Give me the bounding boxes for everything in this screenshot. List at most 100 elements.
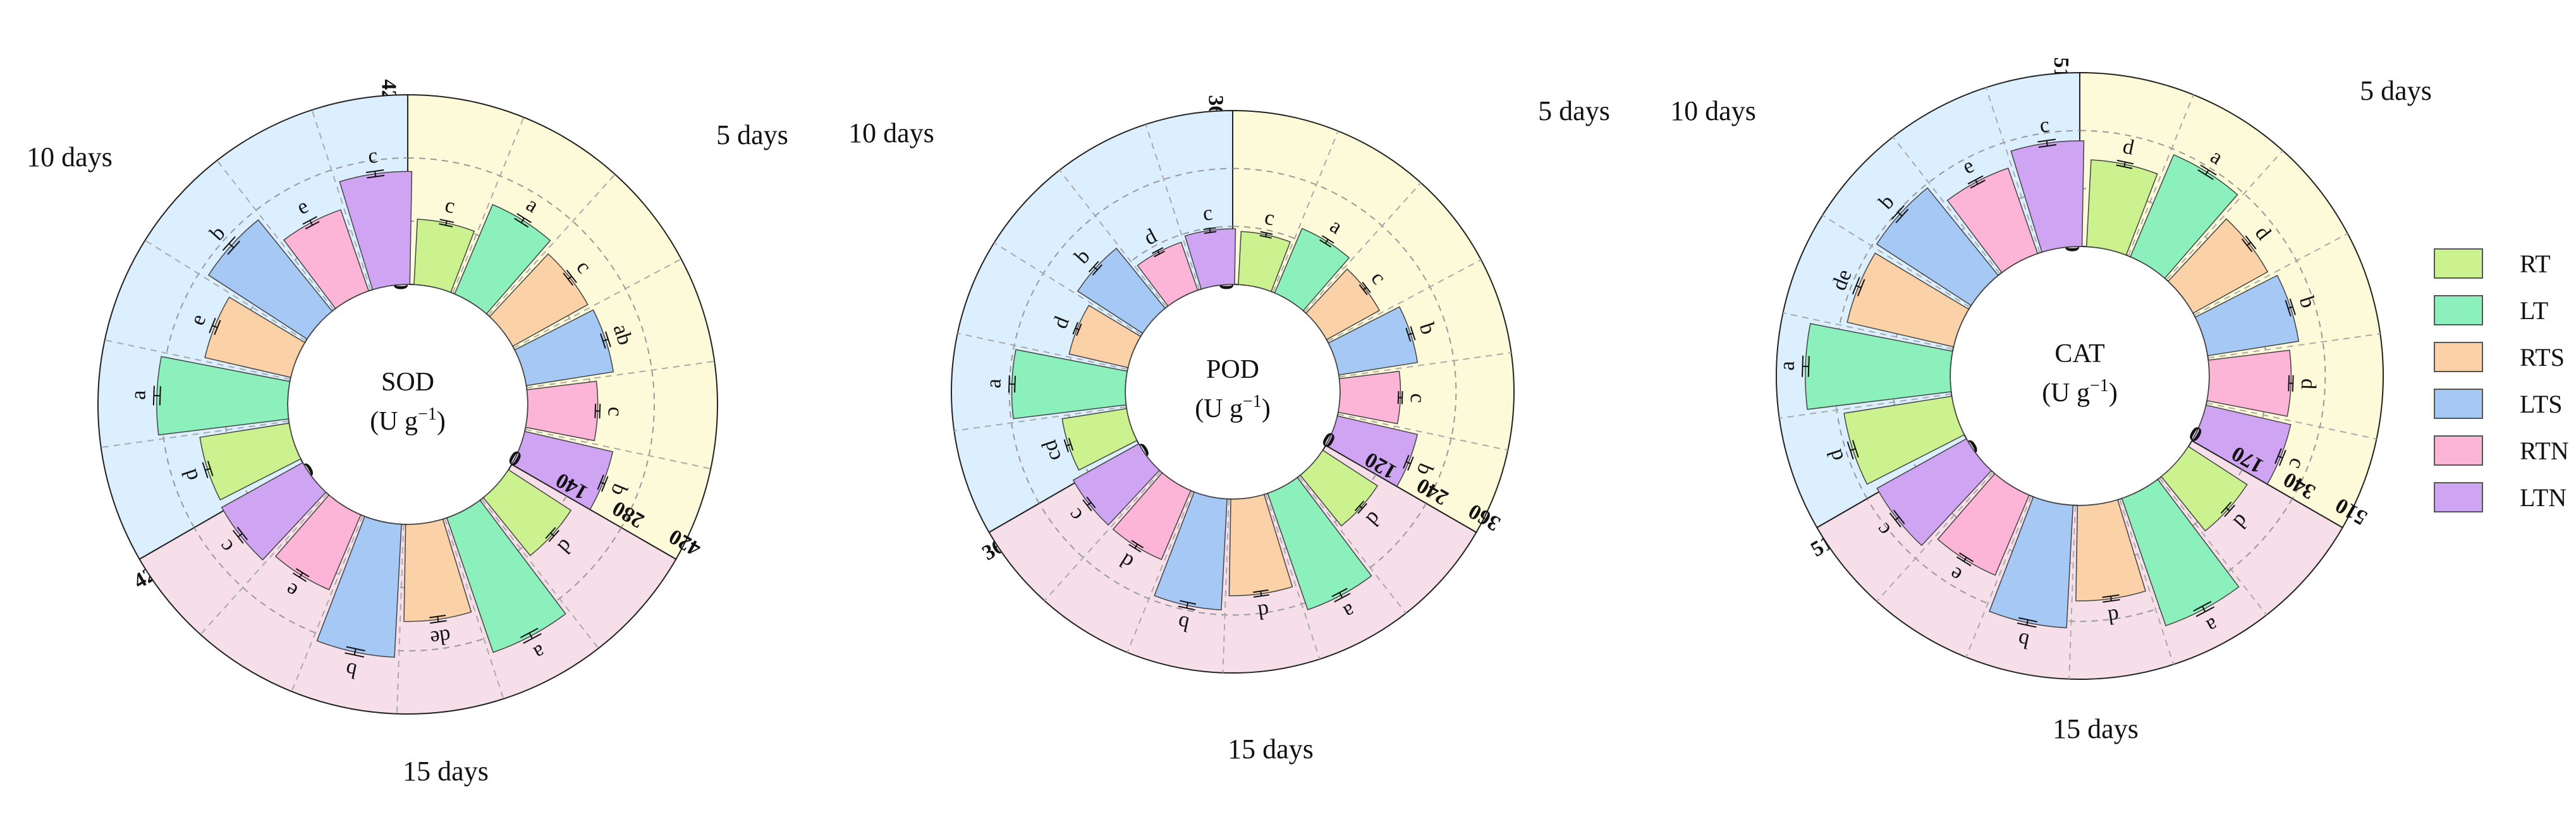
bar-ltn [221,462,327,561]
legend-swatch-rtn [2434,435,2483,466]
legend-swatch-rts [2434,342,2483,372]
bar-rts [403,518,472,622]
error-cap [1180,600,1197,605]
error-cap [1152,247,1164,254]
significance-letter: a [126,390,150,400]
error-cap [2220,501,2232,514]
error-cap [2224,504,2236,517]
legend-swatch-lt [2434,295,2483,325]
error-cap [1401,391,1403,404]
error-cap [1891,205,1905,220]
bar-rt [1843,396,1965,485]
legend-item-ltn: LTN [2434,474,2569,521]
error-bar [2202,606,2206,612]
bar-rtn [1937,473,2030,576]
error-bar [212,325,218,329]
grid-circle [1039,503,1427,616]
error-bar [1850,448,1856,451]
bar-lt [1274,227,1350,312]
grid-spoke [2194,233,2348,316]
legend-label-rtn: RTN [2520,436,2569,465]
error-cap [1319,239,1332,248]
error-cap [2200,164,2217,176]
error-cap [597,475,604,490]
grid-spoke [1779,393,1952,419]
grid-spoke [513,258,682,349]
bar-lts [316,516,402,658]
significance-letter: c [2038,113,2051,138]
chart-1: cacabcb01402804205 daysdaebec01402804201… [27,79,788,787]
significance-letter: de [429,624,452,650]
error-bar [1066,444,1071,447]
error-cap [599,403,601,419]
error-cap [439,223,453,227]
bar-rt [2160,445,2248,532]
error-cap [1410,326,1416,341]
error-cap [236,526,248,540]
bar-rts [1847,252,1970,348]
bar-ltn [2010,140,2085,253]
bar-rtn [525,380,599,442]
error-bar [299,572,303,578]
error-cap [2245,235,2257,250]
chart-3: dadbdc01703405105 daysdadebec01703405101… [1670,57,2432,744]
bar-lt [2121,478,2240,627]
grid-circle [2079,130,2326,499]
bar-ltn [339,171,413,291]
error-cap [1128,543,1142,553]
error-cap [1889,512,1901,528]
bar-lts [1077,247,1166,334]
error-cap [1072,322,1078,335]
grid-spoke [216,160,334,310]
center-unit: (U g−1) [1195,392,1271,423]
error-cap [516,213,532,224]
error-cap [1895,209,1909,224]
error-cap [295,568,310,578]
grid-circle [1833,130,2080,499]
legend-item-rts: RTS [2434,334,2569,380]
error-cap [545,527,556,539]
grid-spoke [2207,333,2381,359]
bar-rts [2075,499,2147,602]
error-cap [514,217,529,228]
bar-rtn [1946,167,2039,274]
significance-letter: c [367,144,379,169]
grid-circle [161,157,408,528]
error-bar [1093,266,1098,270]
grid-spoke [452,117,525,294]
grid-spoke [1338,413,1508,451]
error-bar [1087,502,1092,506]
bar-lts [1989,496,2074,629]
center-title: CAT [2054,339,2104,368]
bar-lt [454,203,551,315]
significance-letter: a [1776,361,1800,371]
legend-swatch-lts [2434,389,2483,419]
sector-label: 5 days [1538,95,1610,126]
significance-letter: d [2106,604,2120,629]
error-cap [1358,284,1368,296]
bar-ltn [1072,443,1161,526]
legend-item-rtn: RTN [2434,427,2569,474]
sector-label: 10 days [27,142,113,172]
sector-label: 5 days [716,119,788,150]
error-cap [345,652,365,658]
grid-spoke [527,360,715,389]
error-cap [232,530,244,544]
error-cap [430,620,447,624]
error-cap [2274,448,2282,464]
error-cap [1357,503,1367,514]
error-cap [1086,496,1096,509]
bar-rts [2167,218,2269,314]
error-cap [1178,605,1195,611]
error-bar [2278,455,2283,459]
legend-item-rt: RT [2434,240,2569,287]
grid-spoke [487,174,616,316]
bar-rts [489,253,589,347]
error-bar [520,217,525,223]
error-cap [1321,235,1334,244]
sector-label: 5 days [2360,75,2432,106]
error-bar [1339,592,1343,598]
error-bar [1324,239,1329,244]
grid-spoke [1145,124,1200,290]
